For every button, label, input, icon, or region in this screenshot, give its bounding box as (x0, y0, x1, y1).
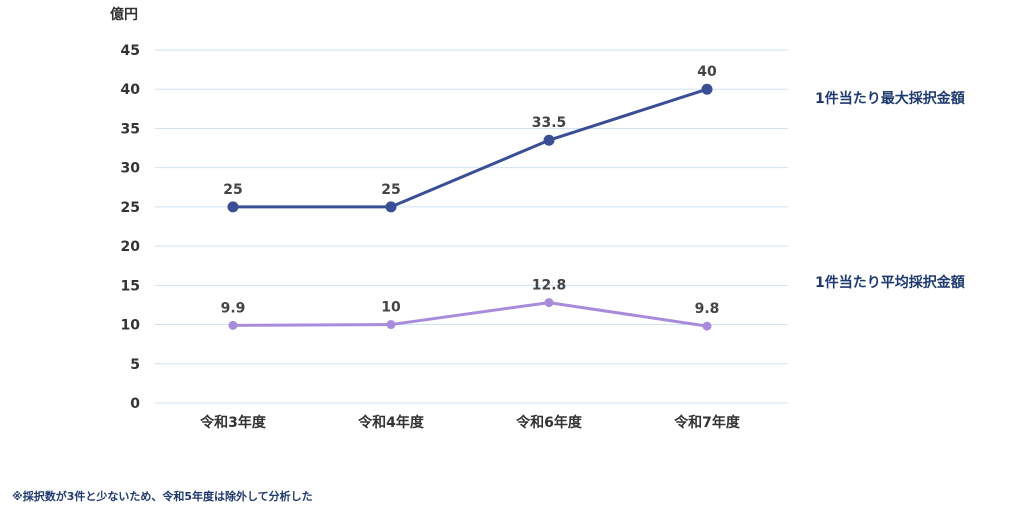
y-tick-label: 5 (130, 357, 140, 373)
series-line (233, 87, 708, 209)
legend: 1件当たり最大採択金額 1件当たり平均採択金額 (815, 90, 965, 291)
data-point (386, 320, 396, 330)
y-tick-label: 10 (121, 318, 141, 334)
y-tick-label: 45 (121, 43, 140, 59)
y-tick-label: 15 (121, 278, 140, 294)
data-label: 10 (381, 300, 401, 316)
data-point (702, 321, 712, 331)
x-tick-label: 令和3年度 (199, 414, 267, 431)
x-tick-label: 令和6年度 (515, 414, 583, 431)
data-label: 25 (223, 182, 242, 198)
y-tick-label: 20 (121, 239, 141, 255)
data-label: 9.8 (695, 301, 720, 317)
legend-entry: 1件当たり最大採択金額 (815, 90, 965, 107)
series-1: 25 25 33.5 40 (223, 64, 717, 213)
footnote: ※採択数が3件と少ないため、令和5年度は除外して分析した (12, 490, 313, 503)
data-label: 9.9 (221, 300, 246, 316)
y-tick-labels: 0 5 10 15 20 25 30 35 40 45 (121, 43, 141, 412)
y-axis-label: 億円 (110, 6, 138, 23)
data-label: 40 (697, 64, 717, 80)
y-tick-label: 0 (130, 396, 140, 412)
x-tick-label: 令和7年度 (673, 414, 741, 431)
legend-entry: 1件当たり平均採択金額 (815, 274, 965, 291)
y-tick-label: 35 (121, 121, 140, 137)
y-tick-label: 30 (121, 161, 141, 177)
data-point (701, 83, 713, 95)
y-tick-label: 25 (121, 200, 140, 216)
data-point (227, 201, 239, 213)
x-tick-label: 令和4年度 (357, 414, 425, 431)
series: 25 25 33.5 40 9.9 10 12.8 9.8 (221, 64, 720, 331)
y-tick-label: 40 (121, 82, 141, 98)
data-point (543, 134, 555, 146)
data-label: 33.5 (532, 115, 567, 131)
data-point (228, 320, 238, 330)
series-line (232, 301, 708, 328)
series-2: 9.9 10 12.8 9.8 (221, 278, 720, 331)
data-label: 25 (381, 182, 400, 198)
data-point (544, 298, 554, 308)
data-point (385, 201, 397, 213)
data-label: 12.8 (532, 278, 567, 294)
grid-lines (155, 49, 788, 404)
x-tick-labels: 令和3年度 令和4年度 令和6年度 令和7年度 (199, 414, 741, 431)
